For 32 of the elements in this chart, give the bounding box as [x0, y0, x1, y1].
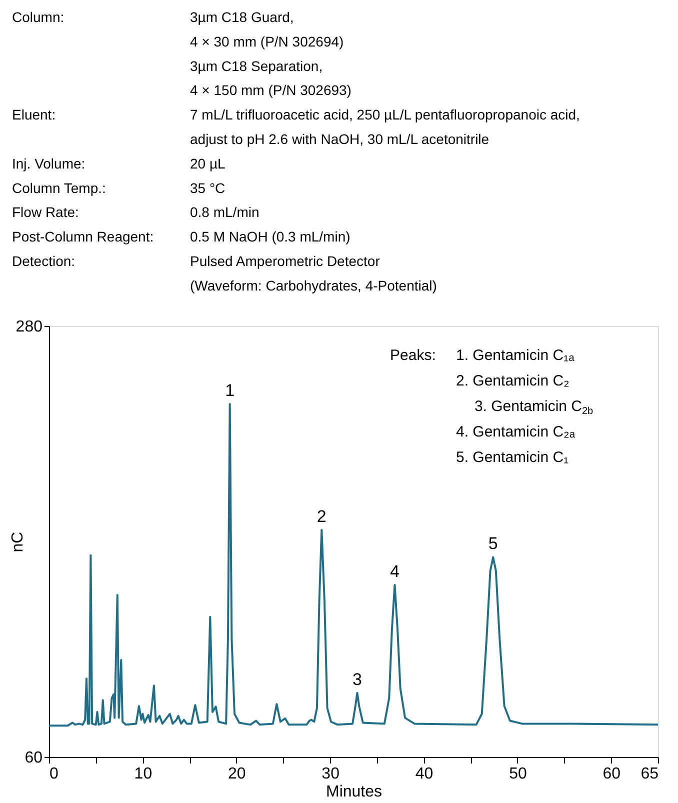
x-tick-label: 0 — [50, 766, 58, 782]
x-tick-label: 40 — [415, 766, 434, 782]
text: adjust to pH 2.6 with NaOH, 30 mL/L acetonitrile — [190, 131, 490, 147]
x-tick-label: 60 — [602, 766, 621, 782]
text: Column: 3µm C18 Guard, — [12, 9, 294, 25]
text: Flow Rate: 0.8 mL/min — [12, 204, 260, 220]
x-tick-label: 20 — [228, 766, 246, 782]
annotation: 2. Gentamicin C₂ — [456, 372, 570, 390]
x-axis-title: Minutes — [326, 784, 382, 800]
annotation: 3 — [352, 670, 362, 689]
text: Inj. Volume: 20 µL — [12, 155, 226, 172]
annotation: 4 — [390, 562, 400, 581]
text: Peaks: 1. Gentamicin C₁ₐ — [390, 347, 574, 364]
text: Post-Column Reagent: 0.5 M NaOH (0.3 mL/min) — [12, 228, 350, 245]
text: Column Temp.: 35 °C — [12, 180, 226, 196]
x-tick-label: 65 — [640, 766, 659, 782]
text: 3µm C18 Separation, — [190, 58, 323, 74]
y-tick-label: 280 — [16, 318, 43, 336]
annotation: 2 — [316, 506, 326, 526]
annotation: 5 — [488, 534, 498, 554]
x-tick-label: 30 — [322, 766, 340, 782]
y-axis-title: nC — [10, 532, 26, 552]
x-tick-label: 10 — [134, 766, 152, 782]
annotation: 4. Gentamicin C₂ₐ — [456, 424, 576, 440]
x-tick-label: 50 — [509, 766, 527, 782]
text: Eluent: 7 mL/L trifluoroacetic acid, 250 µL/L pentafluoropropanoic acid, — [12, 106, 580, 123]
text: Detection: Pulsed Amperometric Detector — [12, 253, 380, 269]
text: 4 × 30 mm (P/N 302694) — [190, 33, 344, 50]
annotation: 1 — [225, 380, 235, 400]
text: 4 × 150 mm (P/N 302693) — [190, 82, 352, 98]
text: (Waveform: Carbohydrates, 4-Potential) — [190, 277, 437, 294]
annotation: 5. Gentamicin C₁ — [456, 449, 569, 466]
